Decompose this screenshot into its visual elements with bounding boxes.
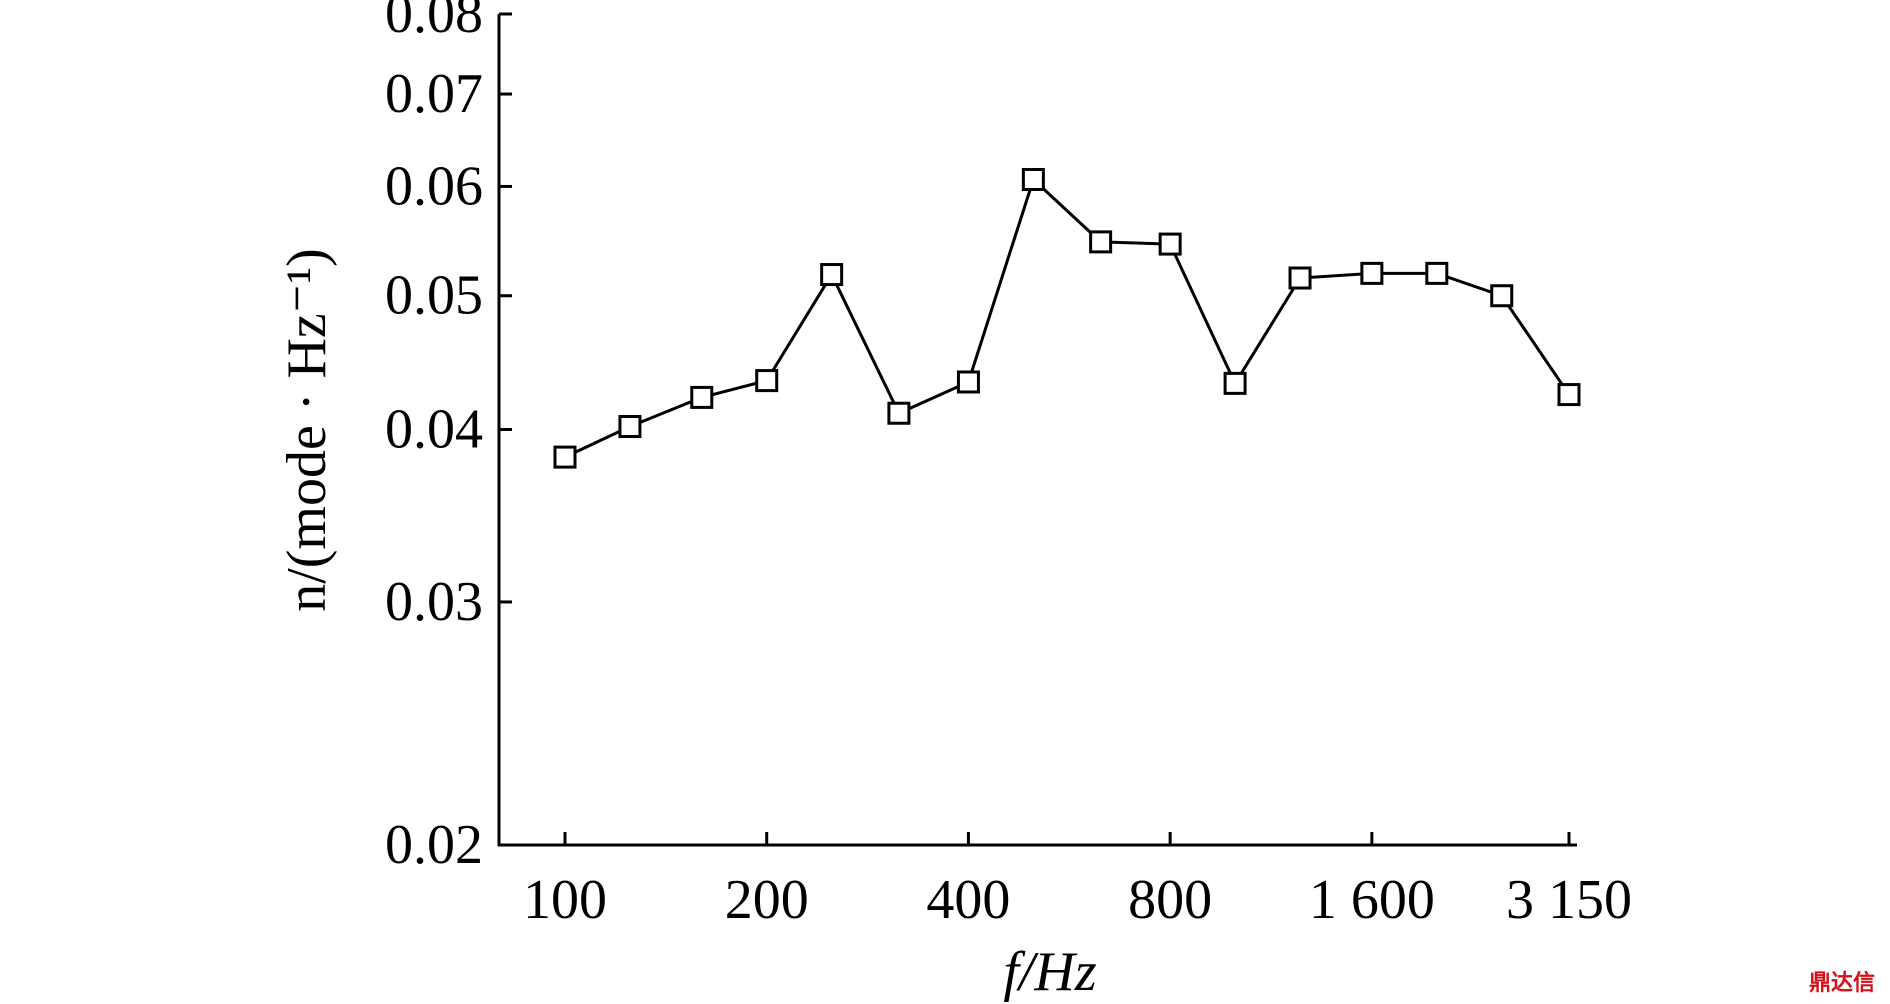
marker [1158,232,1182,256]
x-tick-label: 100 [523,869,607,931]
marker [1557,383,1581,407]
y-tick-label: 0.05 [385,265,483,327]
x-tick-label: 1 600 [1309,869,1435,931]
marker [1288,266,1312,290]
y-tick-label: 0.04 [385,399,483,461]
y-axis-label: n/(mode · Hz⁻¹) [276,248,338,612]
data-line [564,176,1571,459]
y-tick-label: 0.08 [385,0,483,45]
y-tick-label: 0.06 [385,155,483,217]
x-tick-label: 800 [1128,869,1212,931]
x-axis-label: f/Hz [1003,941,1097,1003]
marker [755,369,779,393]
x-tick-label: 3 150 [1506,869,1632,931]
marker [1089,230,1113,254]
marker [820,263,844,287]
marker [553,445,577,469]
x-tick-label: 400 [926,869,1010,931]
watermark: 鼎达信 [1809,970,1875,996]
marker [618,415,642,439]
x-tick-label: 200 [725,869,809,931]
marker [956,370,980,394]
y-tick-label: 0.07 [385,63,483,125]
marker [1223,371,1247,395]
marker [690,385,714,409]
marker [1360,261,1384,285]
y-tick-label: 0.02 [385,814,483,876]
y-tick-label: 0.03 [385,571,483,633]
marker [1490,284,1514,308]
marker [887,401,911,425]
marker [1425,261,1449,285]
marker [1021,167,1045,191]
